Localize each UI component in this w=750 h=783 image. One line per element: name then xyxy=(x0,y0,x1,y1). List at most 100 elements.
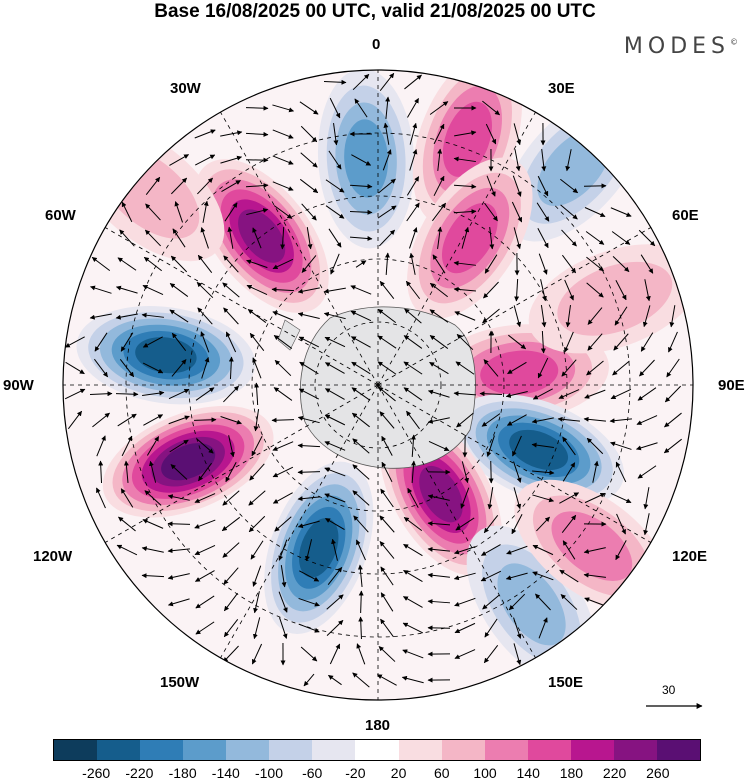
wind-arrow xyxy=(249,463,265,481)
wind-arrow xyxy=(583,572,606,578)
wind-arrow xyxy=(145,176,161,195)
wind-arrow xyxy=(427,521,451,527)
wind-arrow xyxy=(223,385,239,403)
wind-arrow xyxy=(402,649,424,659)
wind-arrow xyxy=(429,361,449,375)
wind-arrow xyxy=(196,438,214,454)
lon-label-60w: 60W xyxy=(45,207,76,224)
wind-arrow xyxy=(488,460,494,484)
colorbar-tick-label: 260 xyxy=(646,765,670,781)
wind-arrow xyxy=(403,361,423,375)
wind-arrow xyxy=(380,592,394,612)
colorbar-tick-label: 140 xyxy=(516,765,540,781)
wind-arrow xyxy=(174,201,184,223)
wind-arrow xyxy=(486,435,495,457)
wind-arrow xyxy=(403,335,423,349)
wind-arrow xyxy=(561,254,577,274)
wind-arrow xyxy=(350,336,371,348)
wind-arrow xyxy=(120,332,134,352)
wind-arrow xyxy=(453,183,477,189)
wind-arrow xyxy=(562,540,576,560)
wind-arrow xyxy=(538,617,548,639)
wind-arrow xyxy=(323,311,346,320)
wind-arrow xyxy=(220,416,242,425)
wind-arrow xyxy=(409,227,418,249)
wind-arrow xyxy=(482,100,501,116)
wind-arrow xyxy=(327,566,343,585)
wind-arrow xyxy=(326,620,344,636)
wind-arrow xyxy=(273,205,293,219)
wind-arrow xyxy=(117,257,137,271)
wind-arrow xyxy=(196,281,214,299)
wind-arrow xyxy=(557,416,580,422)
wind-arrow xyxy=(144,490,162,506)
wind-arrow xyxy=(349,236,373,242)
wind-arrow xyxy=(637,465,657,479)
wind-arrow xyxy=(120,488,134,508)
wind-arrow xyxy=(409,149,418,171)
wind-arrow xyxy=(585,231,605,245)
wind-arrow xyxy=(115,285,138,294)
wind-arrow xyxy=(514,278,520,302)
wind-arrow xyxy=(402,622,424,634)
wind-vectors xyxy=(64,72,682,688)
wind-arrow xyxy=(410,434,416,458)
colorbar-segment xyxy=(140,740,184,760)
wind-arrow xyxy=(407,487,419,508)
wind-arrow xyxy=(323,79,347,85)
lon-label-90e: 90E xyxy=(718,377,745,394)
wind-arrow xyxy=(169,309,189,323)
wind-arrow xyxy=(297,415,320,424)
wind-arrow xyxy=(404,308,422,324)
wind-arrow xyxy=(403,387,423,401)
wind-arrow xyxy=(377,335,397,349)
brand-mark: © xyxy=(730,37,738,47)
lon-label-150w: 150W xyxy=(160,674,200,691)
anomaly-contour xyxy=(480,350,559,395)
wind-arrow xyxy=(202,200,209,223)
wind-arrow xyxy=(560,204,578,220)
wind-arrow xyxy=(248,515,266,533)
wind-arrow xyxy=(297,496,320,502)
wind-arrow xyxy=(280,226,286,250)
wind-arrow xyxy=(349,209,373,215)
wind-arrow xyxy=(505,390,528,398)
colorbar-segment xyxy=(183,740,227,760)
colorbar-segment xyxy=(97,740,141,760)
wind-arrow xyxy=(144,229,162,247)
wind-arrow xyxy=(356,539,366,561)
wind-arrow xyxy=(429,101,449,115)
wind-arrow xyxy=(559,492,580,504)
anomaly-contour xyxy=(344,119,389,198)
wind-arrow xyxy=(506,414,527,426)
wind-arrow xyxy=(227,226,234,249)
wind-arrow xyxy=(228,435,235,458)
wind-arrow xyxy=(278,539,288,561)
wind-arrow xyxy=(297,312,320,320)
wind-arrow xyxy=(487,487,494,510)
wind-arrow xyxy=(405,280,421,300)
wind-arrow xyxy=(484,202,498,222)
wind-arrow xyxy=(248,490,266,506)
wind-arrow xyxy=(455,517,475,531)
wind-arrow xyxy=(583,416,606,422)
wind-arrow xyxy=(64,336,85,348)
wind-arrow xyxy=(536,202,550,222)
wind-arrow xyxy=(636,415,658,425)
wind-arrow xyxy=(484,618,498,638)
graticule xyxy=(63,70,693,700)
wind-arrow xyxy=(454,311,476,321)
colorbar-tick-label: 220 xyxy=(602,765,627,781)
wind-arrow xyxy=(406,410,420,430)
wind-arrow xyxy=(428,440,450,452)
wind-arrow xyxy=(225,331,237,353)
wind-arrow xyxy=(537,175,549,197)
wind-arrow xyxy=(513,461,522,483)
colorbar-segment xyxy=(570,740,614,760)
wind-arrow xyxy=(513,305,522,328)
brand-name: MODES xyxy=(623,34,730,59)
wind-arrow xyxy=(223,567,239,585)
wind-arrow xyxy=(119,229,135,247)
wind-arrow xyxy=(532,388,553,400)
